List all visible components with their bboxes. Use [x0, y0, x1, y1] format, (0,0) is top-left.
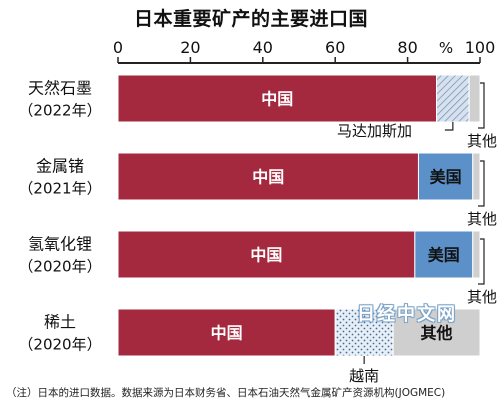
chart-title: 日本重要矿产的主要进口国 [133, 8, 368, 30]
bar-segment-other [472, 230, 481, 279]
bar-segment-usa [414, 230, 474, 279]
callout-label: 其他 [467, 210, 497, 228]
bar-data-label: 中国 [252, 168, 284, 187]
category-label: 天然石墨 [28, 79, 92, 98]
bar-segment-madagascar [436, 74, 470, 123]
x-axis-unit: % [439, 39, 453, 57]
x-tick-label: 60 [325, 38, 345, 57]
callout-leader [478, 160, 485, 207]
bar-segment-china [117, 152, 419, 201]
callout-label: 其他 [467, 288, 497, 306]
bar-segment-china [117, 230, 416, 279]
bar-segment-other [472, 152, 481, 201]
callout-leader [444, 122, 454, 131]
watermark-logo: 日经中文网 [357, 304, 457, 325]
callout-label: 越南 [349, 367, 379, 385]
category-year-label: （2020年） [18, 258, 101, 276]
bar-segment-other [468, 74, 481, 123]
bar-data-label: 美国 [428, 246, 460, 265]
category-year-label: （2021年） [18, 180, 101, 198]
category-year-label: （2020年） [18, 336, 101, 354]
bar-data-label: 其他 [421, 324, 453, 343]
bar-data-label: 中国 [261, 90, 293, 109]
bar-data-label: 美国 [430, 168, 462, 187]
x-tick-label: 40 [253, 38, 273, 57]
callout-leader [478, 238, 485, 285]
callout-label: 其他 [467, 132, 497, 150]
chart-note: （注）日本的进口数据。数据来源为日本财务省、日本石油天然气金属矿产资源机构(JO… [6, 387, 446, 399]
bar-segment-china [117, 74, 438, 123]
x-tick-label: 80 [397, 38, 417, 57]
category-year-label: （2022年） [18, 102, 101, 120]
category-label: 稀土 [44, 313, 76, 332]
x-tick-label: 0 [113, 38, 123, 57]
bar-segment-china [117, 308, 336, 357]
callout-label: 马达加斯加 [337, 122, 412, 140]
x-tick-label: 100 [465, 38, 496, 57]
category-label: 氢氧化锂 [28, 235, 92, 254]
callout-leader [478, 82, 485, 129]
category-label: 金属锗 [36, 157, 84, 176]
x-tick-label: 20 [180, 38, 200, 57]
bar-data-label: 中国 [250, 246, 282, 265]
bar-data-label: 中国 [211, 324, 243, 343]
bar-segment-other [392, 308, 481, 357]
bar-segment-usa [417, 152, 474, 201]
